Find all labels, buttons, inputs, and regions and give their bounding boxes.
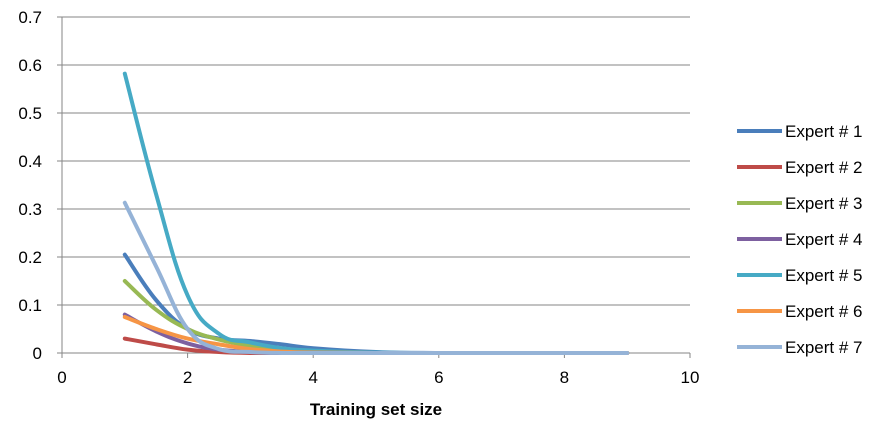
y-tick-label: 0.3: [18, 200, 42, 219]
x-tick-label: 10: [681, 368, 700, 387]
x-axis-title: Training set size: [310, 400, 442, 419]
gridlines: [62, 16, 690, 306]
x-tick-label: 0: [57, 368, 66, 387]
x-tick-label: 4: [308, 368, 317, 387]
x-tick-label: 2: [183, 368, 192, 387]
x-tick-label: 6: [434, 368, 443, 387]
series-lines: [122, 71, 630, 355]
x-tick-label: 8: [560, 368, 569, 387]
tick-labels: 0 0.1 0.2 0.3 0.4 0.5 0.6 0.7 0 2 4 6 8 10: [18, 8, 699, 387]
y-tick-label: 0.5: [18, 104, 42, 123]
series-line-expert-7: [122, 200, 630, 355]
legend-label-expert-1: Expert # 1: [785, 122, 863, 141]
legend-label-expert-3: Expert # 3: [785, 194, 863, 213]
legend-label-expert-4: Expert # 4: [785, 230, 863, 249]
legend-label-expert-7: Expert # 7: [785, 338, 863, 357]
legend-label-expert-2: Expert # 2: [785, 158, 863, 177]
y-tick-label: 0: [33, 344, 42, 363]
y-tick-label: 0.6: [18, 56, 42, 75]
series-line-expert-5: [122, 71, 630, 355]
y-tick-label: 0.4: [18, 152, 42, 171]
legend-label-expert-5: Expert # 5: [785, 266, 863, 285]
legend-label-expert-6: Expert # 6: [785, 302, 863, 321]
legend: Expert # 1 Expert # 2 Expert # 3 Expert # 4…: [737, 122, 863, 357]
y-tick-label: 0.2: [18, 248, 42, 267]
series-line-expert-1: [122, 252, 630, 355]
y-tick-label: 0.1: [18, 296, 42, 315]
y-tick-label: 0.7: [18, 8, 42, 27]
